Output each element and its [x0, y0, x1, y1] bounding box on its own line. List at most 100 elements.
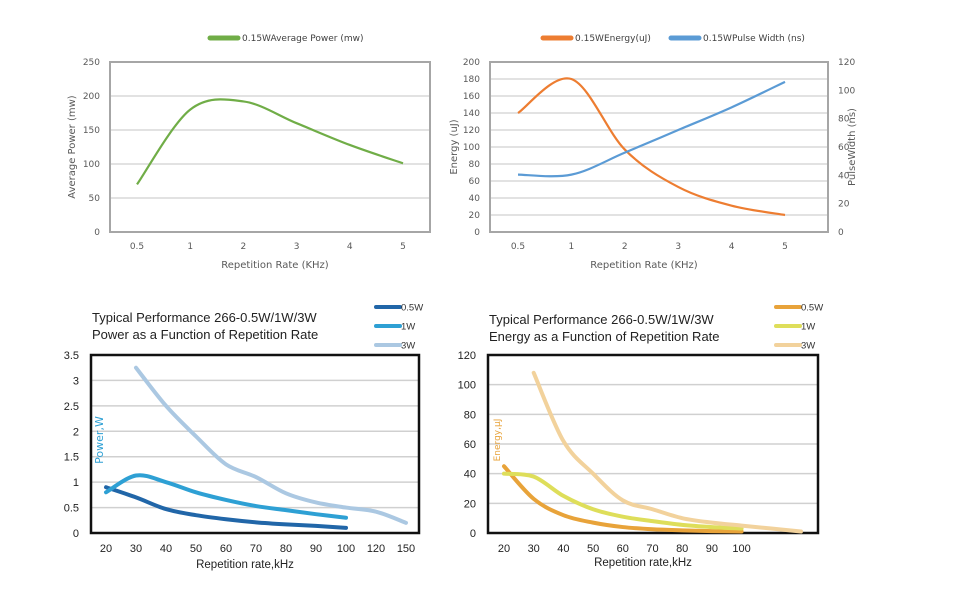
chart3-ytick-label: 2	[73, 426, 79, 438]
chart4-x-axis-title: Repetition rate,kHz	[594, 557, 692, 569]
chart1-xtick-label: 0.5	[130, 242, 144, 252]
chart1-ytick-label: 150	[83, 126, 100, 136]
chart3-xtick-label: 80	[280, 543, 292, 555]
chart1-x-axis-title: Repetition Rate (KHz)	[221, 260, 329, 271]
chart3-x-axis-title: Repetition rate,kHz	[196, 559, 294, 571]
chart3-ytick-label: 0	[73, 528, 79, 540]
chart3-legend-label: 0.5W	[401, 303, 423, 314]
chart1-xtick-label: 5	[400, 242, 406, 252]
chart2-y2tick-label: 40	[838, 171, 850, 181]
chart2-y-axis-title: Energy (uJ)	[449, 119, 460, 174]
chart2-ytick-label: 180	[463, 75, 480, 85]
chart2-y2tick-label: 80	[838, 115, 850, 125]
chart4-legend-label: 0.5W	[801, 303, 823, 314]
chart3-series-line	[134, 365, 408, 525]
chart2-y2-axis-title: PulseWidth (ns)	[847, 108, 858, 186]
chart3-xtick-label: 70	[250, 543, 262, 555]
chart3-series-line	[104, 485, 348, 530]
chart3-xtick-label: 60	[220, 543, 232, 555]
chart3-xtick-label: 90	[310, 543, 322, 555]
chart1-xtick-label: 1	[187, 242, 193, 252]
chart3-xtick-label: 50	[190, 543, 202, 555]
chart3-y-axis-title: Power,W	[93, 416, 106, 464]
chart4-plot-frame	[486, 353, 820, 535]
chart3-ytick-label: 1.5	[64, 452, 79, 464]
chart1-ytick-label: 100	[83, 160, 100, 170]
chart1-ytick-label: 50	[89, 194, 101, 204]
chart4-series-line	[531, 370, 803, 534]
chart4-xtick-label: 70	[646, 543, 658, 555]
chart2-xtick-label: 3	[675, 242, 681, 252]
chart2-ytick-label: 60	[469, 177, 481, 187]
chart1-legend-label: 0.15WAverage Power (mw)	[242, 34, 364, 44]
chart2-ytick-label: 140	[463, 109, 480, 119]
chart3-ytick-label: 2.5	[64, 401, 79, 413]
chart3-xtick-label: 150	[397, 543, 415, 555]
chart2-y2tick-label: 120	[838, 58, 855, 68]
chart2-xtick-label: 5	[782, 242, 788, 252]
chart2-legend-label: 0.15WEnergy(uJ)	[575, 34, 651, 44]
chart4-series-line	[502, 471, 744, 531]
chart4-xtick-label: 30	[528, 543, 540, 555]
chart4-series-line	[502, 464, 744, 534]
chart2-series-line	[517, 77, 786, 217]
chart4-legend-label: 3W	[801, 341, 815, 352]
chart3-legend-label: 3W	[401, 341, 415, 352]
chart3-xtick-label: 20	[100, 543, 112, 555]
chart3-ytick-label: 3.5	[64, 350, 79, 362]
chart4-xtick-label: 90	[706, 543, 718, 555]
chart4-xtick-label: 50	[587, 543, 599, 555]
chart4-ytick-label: 0	[470, 528, 476, 540]
chart3-ytick-label: 1	[73, 477, 79, 489]
chart3-xtick-label: 40	[160, 543, 172, 555]
chart4-subtitle: Energy as a Function of Repetition Rate	[489, 329, 720, 344]
chart1-xtick-label: 3	[294, 242, 300, 252]
chart4-ytick-label: 80	[464, 409, 476, 421]
chart2-ytick-label: 80	[469, 160, 481, 170]
chart1-xtick-label: 4	[347, 242, 353, 252]
chart1-ytick-label: 0	[94, 228, 100, 238]
chart4-xtick-label: 40	[557, 543, 569, 555]
chart3-ytick-label: 3	[73, 375, 79, 387]
chart1-series-line	[136, 98, 404, 186]
chart4-xtick-label: 100	[732, 543, 750, 555]
chart3-xtick-label: 100	[337, 543, 355, 555]
chart2-y2tick-label: 100	[838, 86, 855, 96]
chart3-title: Typical Performance 266-0.5W/1W/3W	[92, 310, 317, 325]
chart4-ytick-label: 120	[458, 350, 476, 362]
chart2-ytick-label: 200	[463, 58, 480, 68]
chart4-y-axis-title: Energy,µJ	[493, 419, 503, 462]
chart1-plot-frame	[109, 61, 431, 233]
chart1-y-axis-title: Average Power (mw)	[67, 95, 78, 198]
chart2-ytick-label: 160	[463, 92, 480, 102]
chart2-legend-label: 0.15WPulse Width (ns)	[703, 34, 805, 44]
chart1-xtick-label: 2	[241, 242, 247, 252]
chart3-xtick-label: 30	[130, 543, 142, 555]
chart4-xtick-label: 80	[676, 543, 688, 555]
chart4-ytick-label: 40	[464, 469, 476, 481]
chart4-title: Typical Performance 266-0.5W/1W/3W	[489, 312, 714, 327]
chart4-ytick-label: 20	[464, 498, 476, 510]
chart2-plot-frame	[489, 61, 829, 233]
chart2-x-axis-title: Repetition Rate (KHz)	[590, 260, 698, 271]
chart4-ytick-label: 100	[458, 380, 476, 392]
chart2-series-line	[517, 80, 786, 178]
chart3-xtick-label: 120	[367, 543, 385, 555]
chart2-y2tick-label: 20	[838, 200, 850, 210]
chart2-ytick-label: 20	[469, 211, 481, 221]
chart2-ytick-label: 100	[463, 143, 480, 153]
chart2-ytick-label: 0	[474, 228, 480, 238]
chart3-subtitle: Power as a Function of Repetition Rate	[92, 327, 318, 342]
chart4-legend-label: 1W	[801, 322, 815, 333]
chart3-plot-frame	[89, 353, 421, 535]
chart2-ytick-label: 40	[469, 194, 481, 204]
chart2-xtick-label: 2	[622, 242, 628, 252]
chart2-xtick-label: 4	[729, 242, 735, 252]
chart3-ytick-label: 0.5	[64, 503, 79, 515]
chart2-xtick-label: 0.5	[511, 242, 525, 252]
chart3-series-line	[104, 473, 348, 520]
chart4-ytick-label: 60	[464, 439, 476, 451]
chart4-xtick-label: 60	[617, 543, 629, 555]
chart4-xtick-label: 20	[498, 543, 510, 555]
